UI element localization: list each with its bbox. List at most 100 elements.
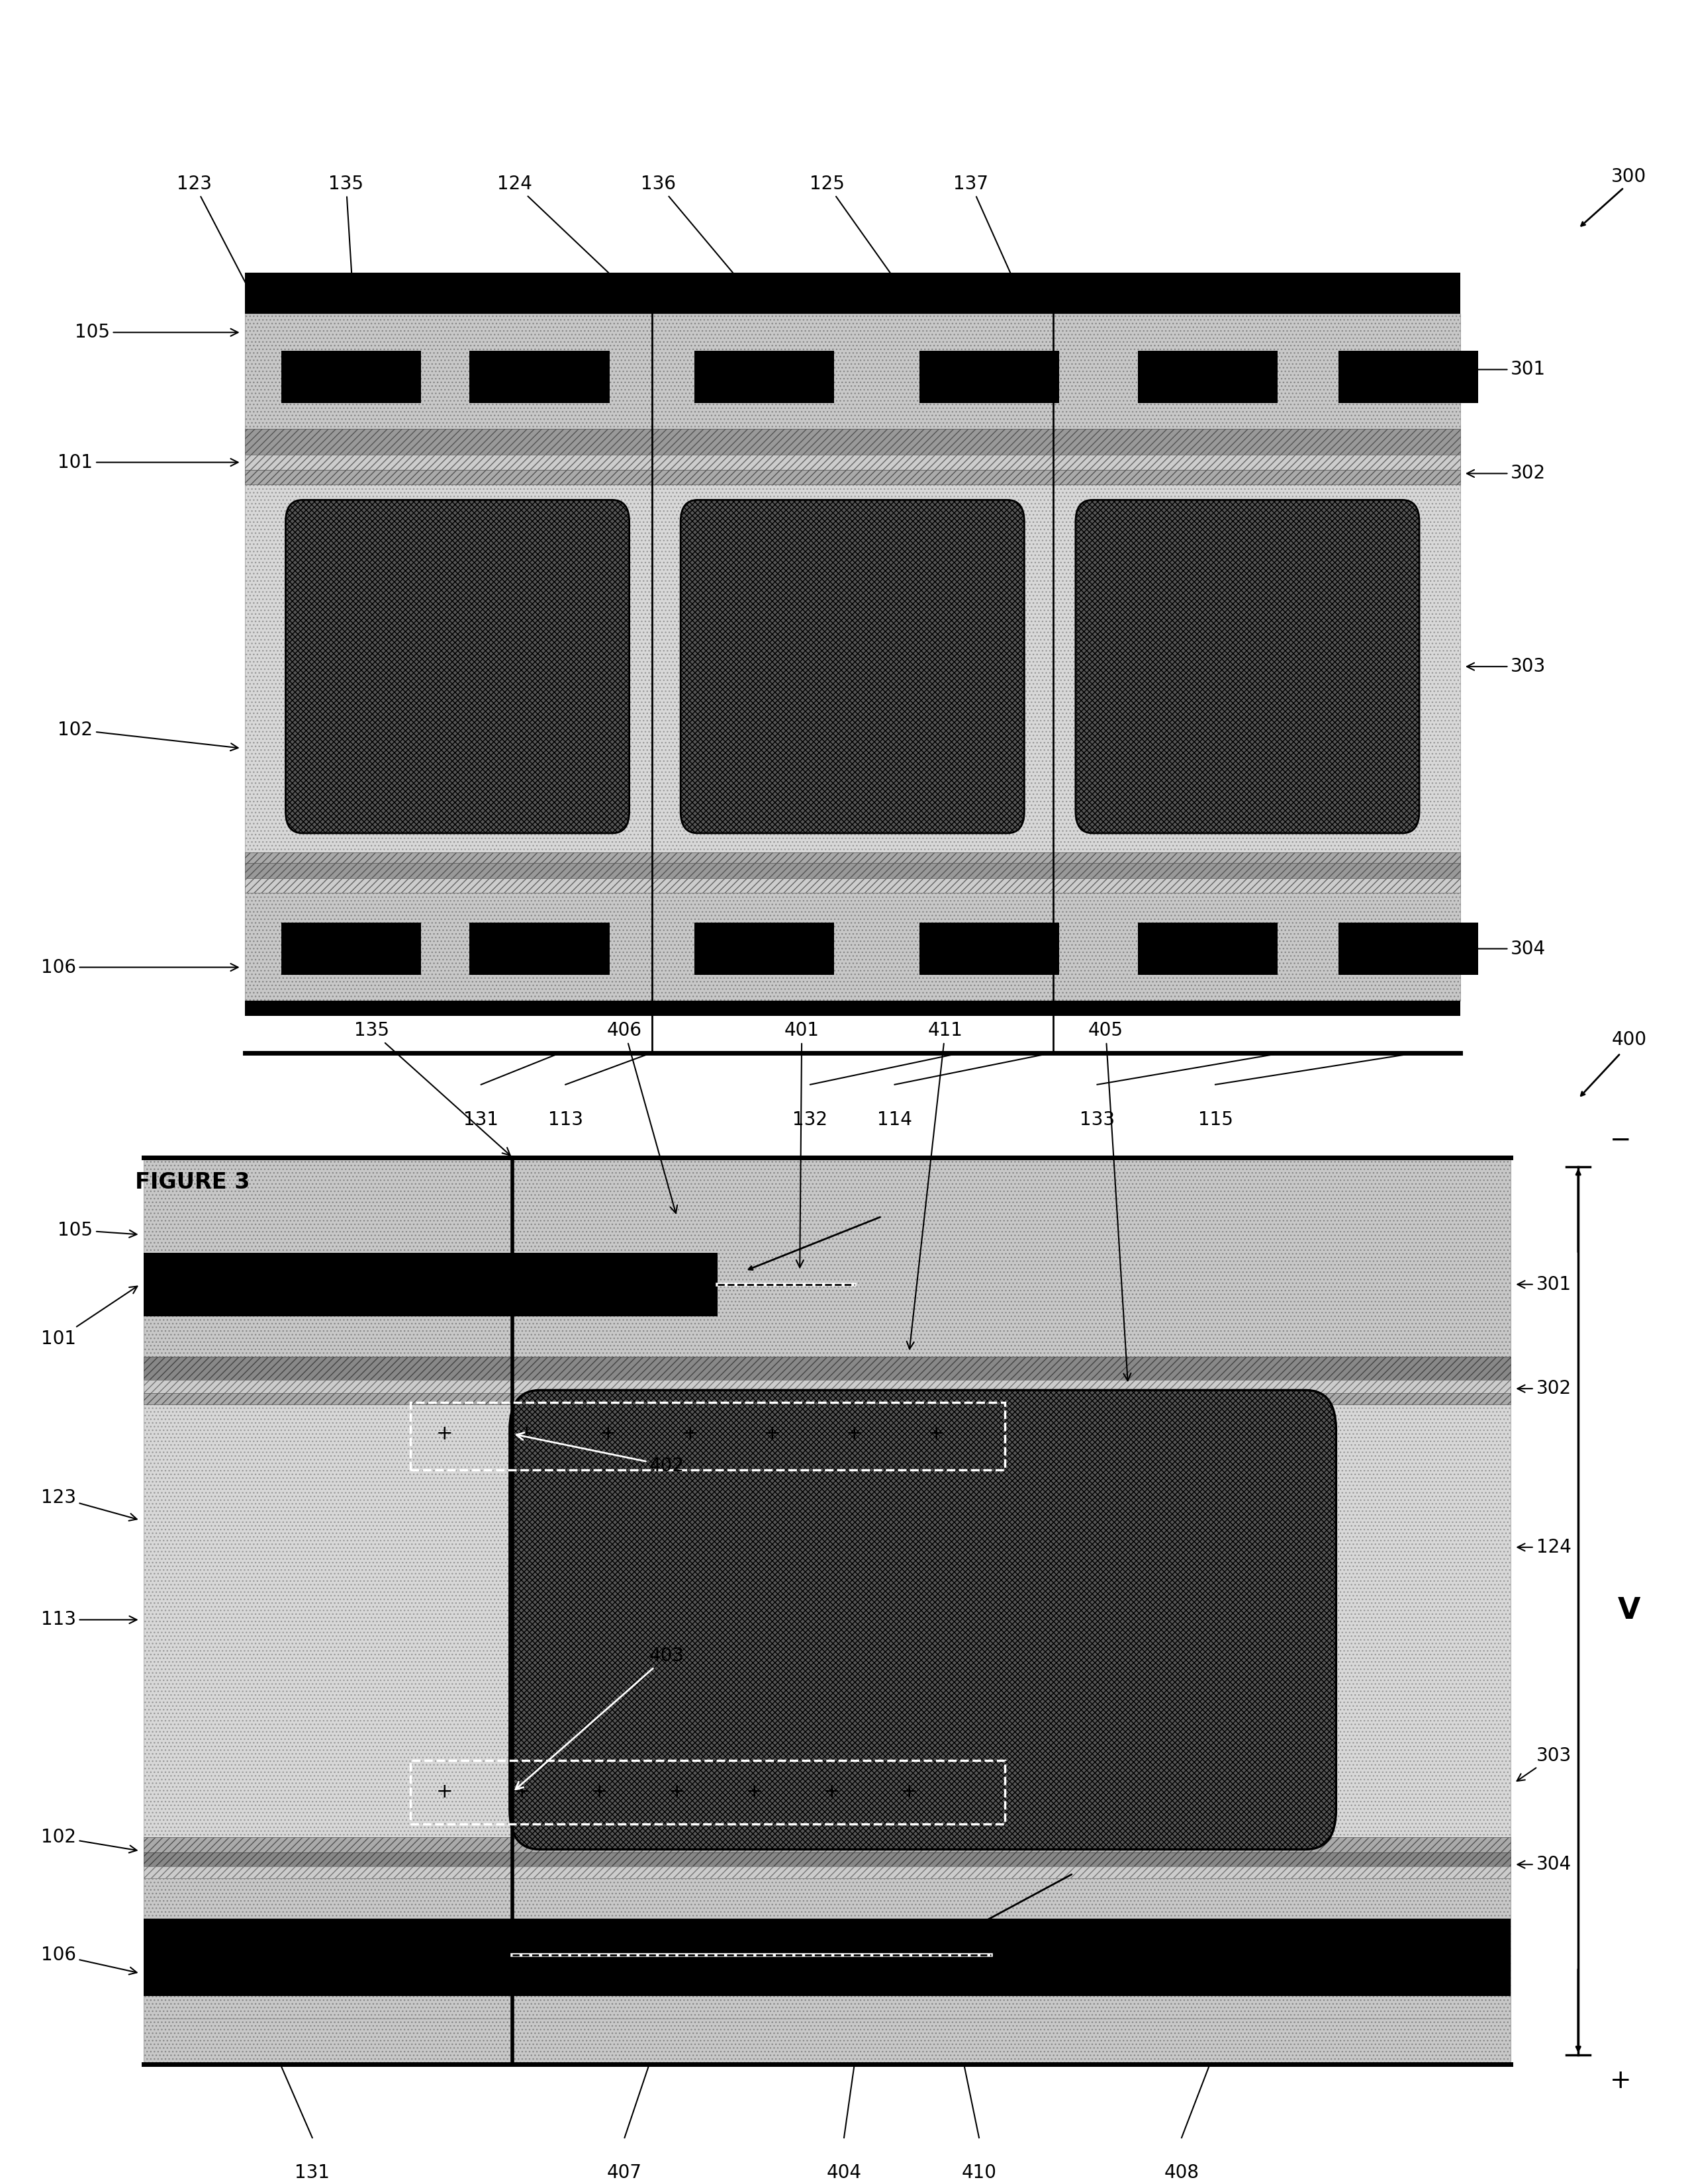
Text: 302: 302	[1518, 1380, 1572, 1398]
Text: 400: 400	[1612, 1031, 1646, 1048]
Bar	[245, 863, 1460, 878]
Bar	[143, 1837, 1511, 1852]
Bar	[245, 428, 1460, 454]
Text: 123: 123	[177, 175, 260, 310]
Text: 410: 410	[962, 2164, 996, 2182]
Bar	[469, 352, 609, 402]
Bar	[143, 1380, 1511, 1393]
Text: 302: 302	[1467, 465, 1546, 483]
Text: 124: 124	[1518, 1538, 1572, 1557]
Text: +: +	[436, 1782, 452, 1802]
Text: V: V	[1617, 1597, 1641, 1625]
Text: 101: 101	[57, 452, 238, 472]
Text: 404: 404	[827, 2164, 861, 2182]
Bar	[245, 454, 1460, 470]
Text: 135: 135	[329, 175, 363, 310]
Text: +: +	[599, 1424, 616, 1444]
Bar	[143, 1158, 1511, 1356]
Text: +: +	[746, 1782, 763, 1802]
Text: 137: 137	[954, 175, 1028, 310]
Text: 115: 115	[1198, 1109, 1232, 1129]
Bar	[245, 1000, 1460, 1016]
Text: 131: 131	[464, 1109, 498, 1129]
Bar	[143, 1878, 1511, 2018]
Text: 132: 132	[793, 1109, 827, 1129]
Text: 105: 105	[57, 1221, 137, 1238]
Text: +: +	[436, 1424, 452, 1444]
Text: 303: 303	[1467, 657, 1546, 675]
FancyBboxPatch shape	[1075, 500, 1420, 834]
Bar	[282, 352, 420, 402]
Text: +: +	[518, 1424, 535, 1444]
Text: 405: 405	[1089, 1022, 1131, 1380]
Bar	[143, 2018, 1511, 2064]
Bar	[245, 314, 1460, 428]
Text: +: +	[668, 1782, 685, 1802]
Bar	[245, 485, 1460, 852]
Bar	[143, 1867, 1511, 1878]
Text: 105: 105	[74, 323, 238, 341]
Bar	[245, 893, 1460, 1000]
Bar	[410, 1402, 1004, 1470]
Text: 125: 125	[810, 175, 917, 310]
Bar	[1339, 352, 1479, 402]
Bar	[245, 273, 1460, 314]
Bar	[1339, 922, 1479, 974]
Bar	[920, 352, 1058, 402]
Text: 304: 304	[1518, 1854, 1572, 1874]
Text: +: +	[591, 1782, 608, 1802]
FancyBboxPatch shape	[680, 500, 1025, 834]
Bar	[143, 1852, 1511, 1867]
Text: 304: 304	[1467, 939, 1546, 959]
Text: 401: 401	[785, 1022, 819, 1267]
Text: +: +	[901, 1782, 918, 1802]
Bar	[143, 1356, 1511, 1380]
Bar	[143, 1404, 1511, 1837]
Text: 407: 407	[608, 2164, 641, 2182]
Bar	[245, 878, 1460, 893]
Text: 106: 106	[41, 1946, 137, 1974]
Text: 113: 113	[41, 1610, 137, 1629]
Text: 106: 106	[41, 959, 238, 976]
Text: 131: 131	[295, 2164, 329, 2182]
Text: 402: 402	[517, 1433, 684, 1474]
Text: +: +	[682, 1424, 699, 1444]
Text: −: −	[1610, 1127, 1631, 1153]
Text: 136: 136	[641, 175, 765, 312]
Bar	[143, 1920, 1511, 1996]
Text: 406: 406	[608, 1022, 677, 1212]
Text: 408: 408	[1165, 2164, 1198, 2182]
Text: 303: 303	[1518, 1747, 1572, 1780]
Text: +: +	[928, 1424, 945, 1444]
FancyBboxPatch shape	[285, 500, 630, 834]
Text: 124: 124	[498, 175, 650, 312]
Text: 113: 113	[549, 1109, 582, 1129]
Bar	[245, 852, 1460, 863]
Text: 135: 135	[354, 1022, 510, 1155]
Text: +: +	[765, 1424, 782, 1444]
Text: +: +	[1610, 2068, 1631, 2094]
Text: 301: 301	[1518, 1275, 1572, 1293]
Text: FIGURE 3: FIGURE 3	[135, 1171, 250, 1192]
Bar	[282, 922, 420, 974]
Bar	[245, 470, 1460, 485]
Bar	[694, 922, 834, 974]
Text: +: +	[824, 1782, 841, 1802]
Text: +: +	[513, 1782, 530, 1802]
Text: 101: 101	[41, 1286, 137, 1348]
Text: 102: 102	[41, 1828, 137, 1852]
Text: 123: 123	[41, 1487, 137, 1520]
Text: 301: 301	[1467, 360, 1546, 378]
Text: 300: 300	[1612, 168, 1646, 186]
Bar	[469, 922, 609, 974]
Bar	[920, 922, 1058, 974]
Text: 411: 411	[906, 1022, 962, 1350]
Text: 102: 102	[57, 721, 238, 751]
FancyBboxPatch shape	[510, 1391, 1337, 1850]
Bar	[1138, 922, 1278, 974]
Text: 403: 403	[515, 1647, 685, 1789]
Bar	[694, 352, 834, 402]
Text: 114: 114	[878, 1109, 912, 1129]
Bar	[1138, 352, 1278, 402]
Bar	[143, 1254, 717, 1317]
